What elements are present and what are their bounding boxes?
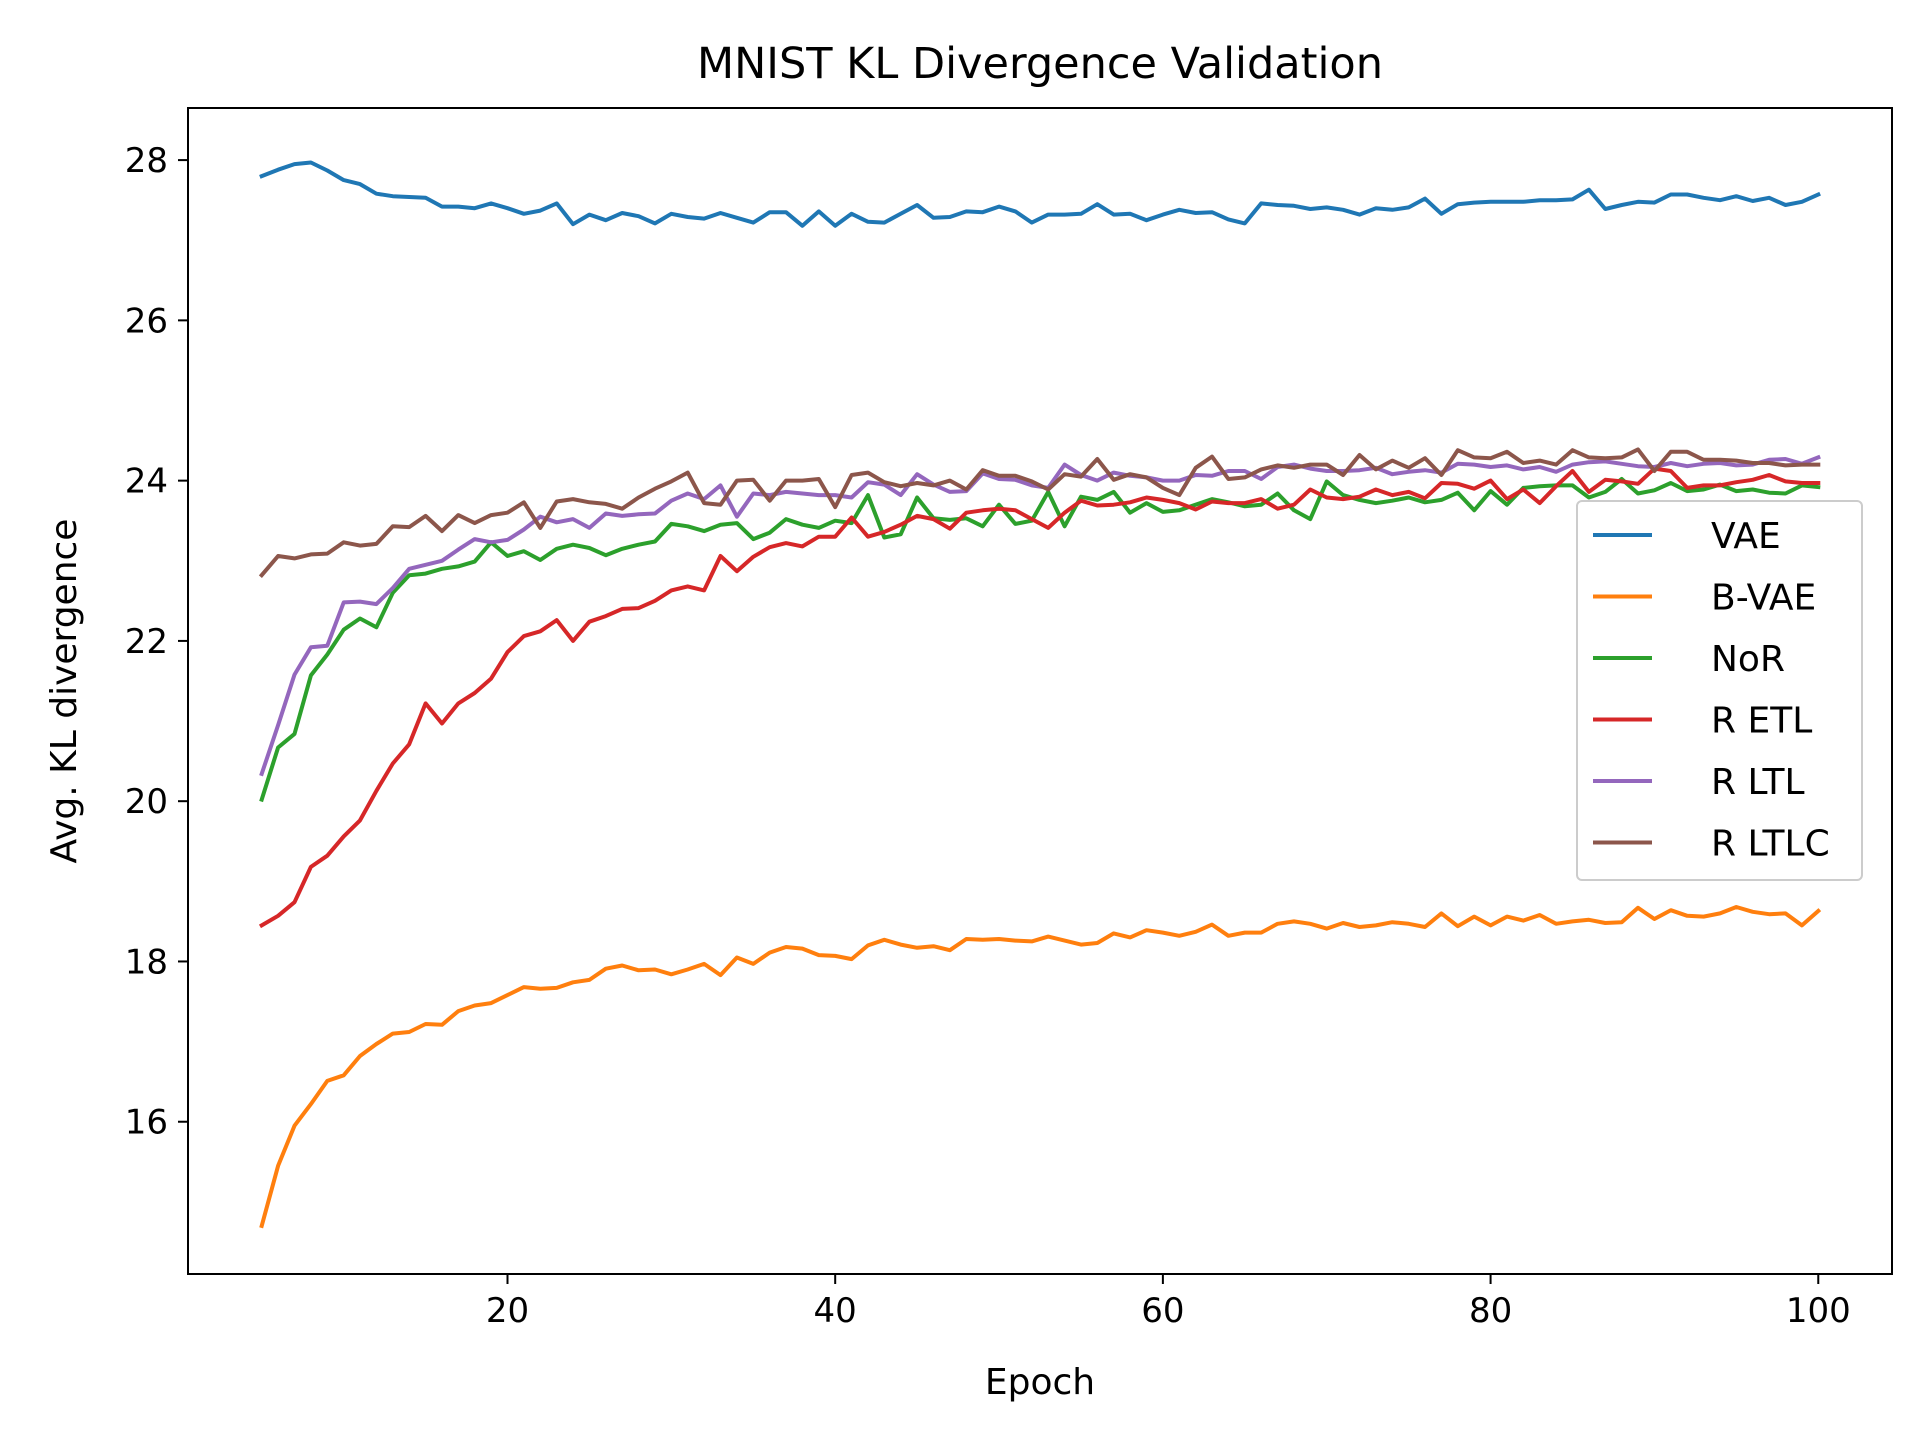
legend-label-2: NoR [1711,639,1785,680]
series-layer [258,160,1822,1229]
x-axis-label: Epoch [985,1362,1095,1403]
x-tick-label-0: 20 [486,1291,529,1331]
chart-title: MNIST KL Divergence Validation [697,39,1383,89]
legend-label-0: VAE [1711,516,1781,557]
series-line-5 [258,447,1821,579]
legend-label-3: R ETL [1711,701,1812,742]
y-tick-label-6: 28 [125,141,168,181]
x-tick-label-1: 40 [814,1291,857,1331]
series-line-3 [258,466,1821,929]
y-axis-ticks: 16 18 20 22 24 26 28 [125,141,188,1143]
x-axis-ticks: 20 40 60 80 100 [486,1274,1851,1331]
y-axis-label: Avg. KL divergence [44,519,85,864]
series-line-1 [259,905,1822,1229]
x-tick-label-3: 80 [1469,1291,1512,1331]
x-tick-label-2: 60 [1141,1291,1184,1331]
legend-label-1: B-VAE [1711,578,1816,619]
legend-label-4: R LTL [1711,762,1805,803]
y-tick-label-5: 26 [125,301,168,341]
y-tick-label-2: 20 [125,782,168,822]
y-tick-label-4: 24 [125,462,168,502]
y-tick-label-1: 18 [125,942,168,982]
legend-label-5: R LTLC [1711,824,1830,865]
y-tick-label-3: 22 [125,622,168,662]
legend: VAE B-VAE NoR R ETL R LTL R LTLC [1576,500,1863,881]
y-tick-label-0: 16 [125,1103,168,1143]
series-line-0 [259,160,1821,228]
x-tick-label-4: 100 [1786,1291,1851,1331]
plot-frame [187,107,1893,1275]
